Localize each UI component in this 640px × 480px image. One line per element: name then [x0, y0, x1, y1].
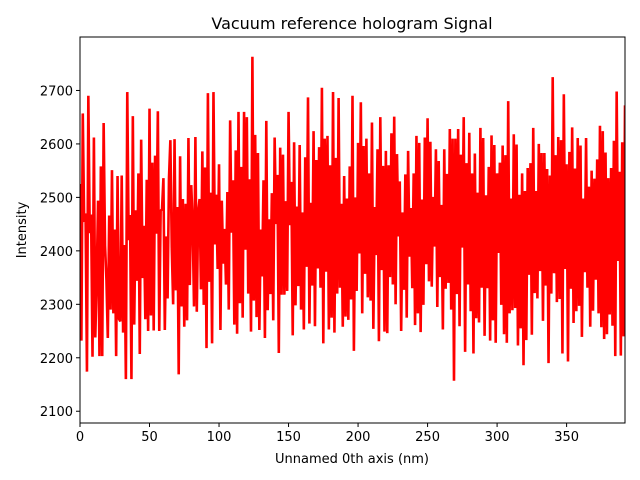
x-tick-label: 50: [141, 430, 158, 445]
x-tick-label: 250: [415, 430, 440, 445]
chart-title: Vacuum reference hologram Signal: [211, 14, 492, 33]
x-tick-label: 200: [346, 430, 371, 445]
y-axis-label: Intensity: [15, 201, 30, 258]
x-tick-label: 350: [554, 430, 579, 445]
signal-line: [80, 56, 625, 381]
y-tick-label: 2700: [40, 84, 73, 99]
y-tick-label: 2200: [40, 352, 73, 367]
y-tick-label: 2400: [40, 245, 73, 260]
y-tick-label: 2500: [40, 191, 73, 206]
x-axis-label: Unnamed 0th axis (nm): [275, 452, 429, 467]
y-axis-ticks: 2100 2200 2300 2400 2500 2600 2700: [40, 84, 80, 420]
x-tick-label: 300: [485, 430, 510, 445]
plot-area: [80, 56, 625, 381]
x-tick-label: 0: [76, 430, 84, 445]
axes-frame: [79, 36, 626, 424]
y-tick-label: 2600: [40, 138, 73, 153]
y-tick-label: 2300: [40, 298, 73, 313]
x-tick-label: 100: [207, 430, 232, 445]
y-tick-label: 2100: [40, 405, 73, 420]
x-tick-label: 150: [276, 430, 301, 445]
x-axis-ticks: 0 50 100 150 200 250 300 350: [76, 423, 579, 445]
